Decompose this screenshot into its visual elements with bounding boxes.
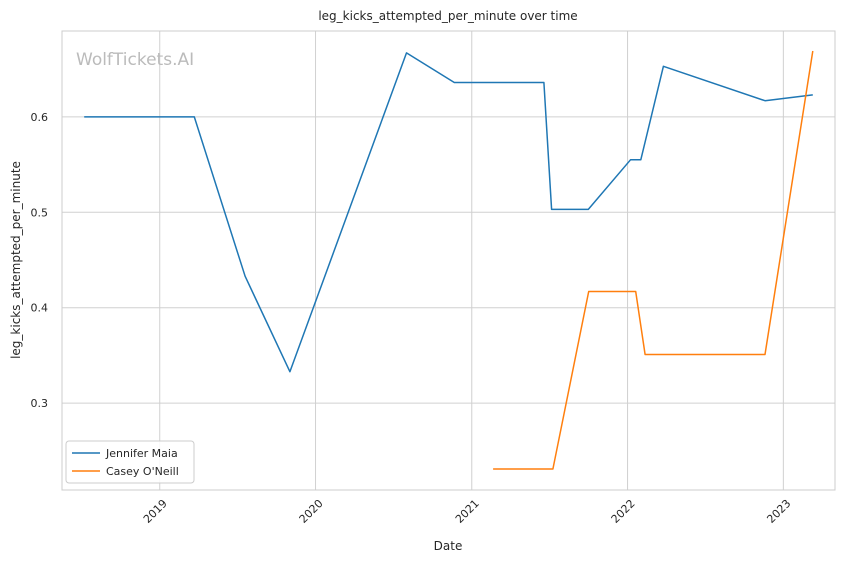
chart-title: leg_kicks_attempted_per_minute over time (318, 9, 577, 23)
legend: Jennifer Maia Casey O'Neill (65, 440, 195, 484)
x-tick-label: 2023 (764, 497, 793, 526)
y-tick-labels: 0.3 0.4 0.5 0.6 (31, 111, 49, 410)
y-tick-label: 0.6 (31, 111, 49, 124)
series-lines (84, 50, 814, 470)
x-axis-label: Date (434, 539, 463, 553)
y-axis-label: leg_kicks_attempted_per_minute (9, 161, 23, 359)
x-tick-label: 2020 (297, 497, 326, 526)
legend-label-jennifer-maia: Jennifer Maia (105, 447, 178, 460)
x-tick-label: 2019 (141, 497, 170, 526)
series-line-casey-o-neill (493, 50, 814, 470)
x-tick-labels: 2019 2020 2021 2022 2023 (141, 497, 794, 526)
x-tick-label: 2021 (453, 497, 482, 526)
series-line-jennifer-maia (84, 52, 813, 373)
legend-label-casey-oneill: Casey O'Neill (106, 465, 179, 478)
legend-box (65, 440, 195, 484)
y-tick-label: 0.5 (31, 206, 49, 219)
x-tick-label: 2022 (609, 497, 638, 526)
y-tick-label: 0.3 (31, 397, 49, 410)
y-tick-label: 0.4 (31, 302, 49, 315)
watermark: WolfTickets.AI (76, 50, 194, 70)
grid (62, 31, 835, 490)
plot-area (61, 30, 836, 491)
